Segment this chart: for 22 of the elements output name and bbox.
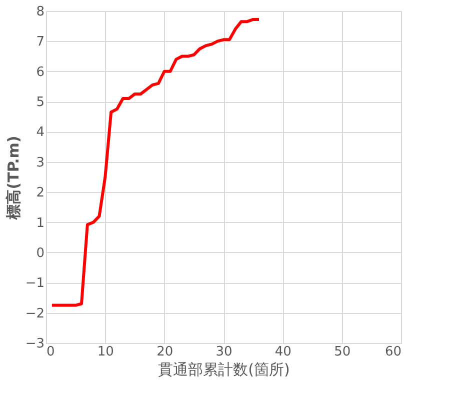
x-tick-label: 40 (274, 344, 292, 360)
x-tick-label: 60 (384, 344, 402, 360)
y-axis-title: 標高(TP.m) (4, 136, 22, 220)
y-tick-label: 7 (36, 34, 44, 50)
y-tick-label: −3 (25, 336, 44, 352)
y-tick-label: 2 (36, 186, 44, 201)
x-tick-label: 50 (334, 344, 351, 360)
x-tick-label: 30 (216, 344, 232, 360)
y-tick-label: 3 (36, 155, 44, 170)
y-tick-label: 4 (36, 125, 44, 140)
y-tick-label: 6 (36, 64, 44, 80)
y-tick-label: −2 (25, 306, 44, 322)
x-tick-label: 10 (97, 344, 114, 360)
y-tick-label: 5 (36, 95, 44, 110)
x-axis-title: 貫通部累計数(箇所) (158, 360, 290, 378)
y-tick-label: −1 (25, 276, 44, 292)
x-tick-label: 20 (156, 344, 174, 360)
x-tick-label: 0 (46, 344, 55, 360)
y-tick-label: 8 (36, 4, 44, 20)
line-series (50, 18, 260, 307)
y-tick-label: 1 (36, 216, 44, 231)
y-tick-label: 0 (36, 246, 44, 261)
